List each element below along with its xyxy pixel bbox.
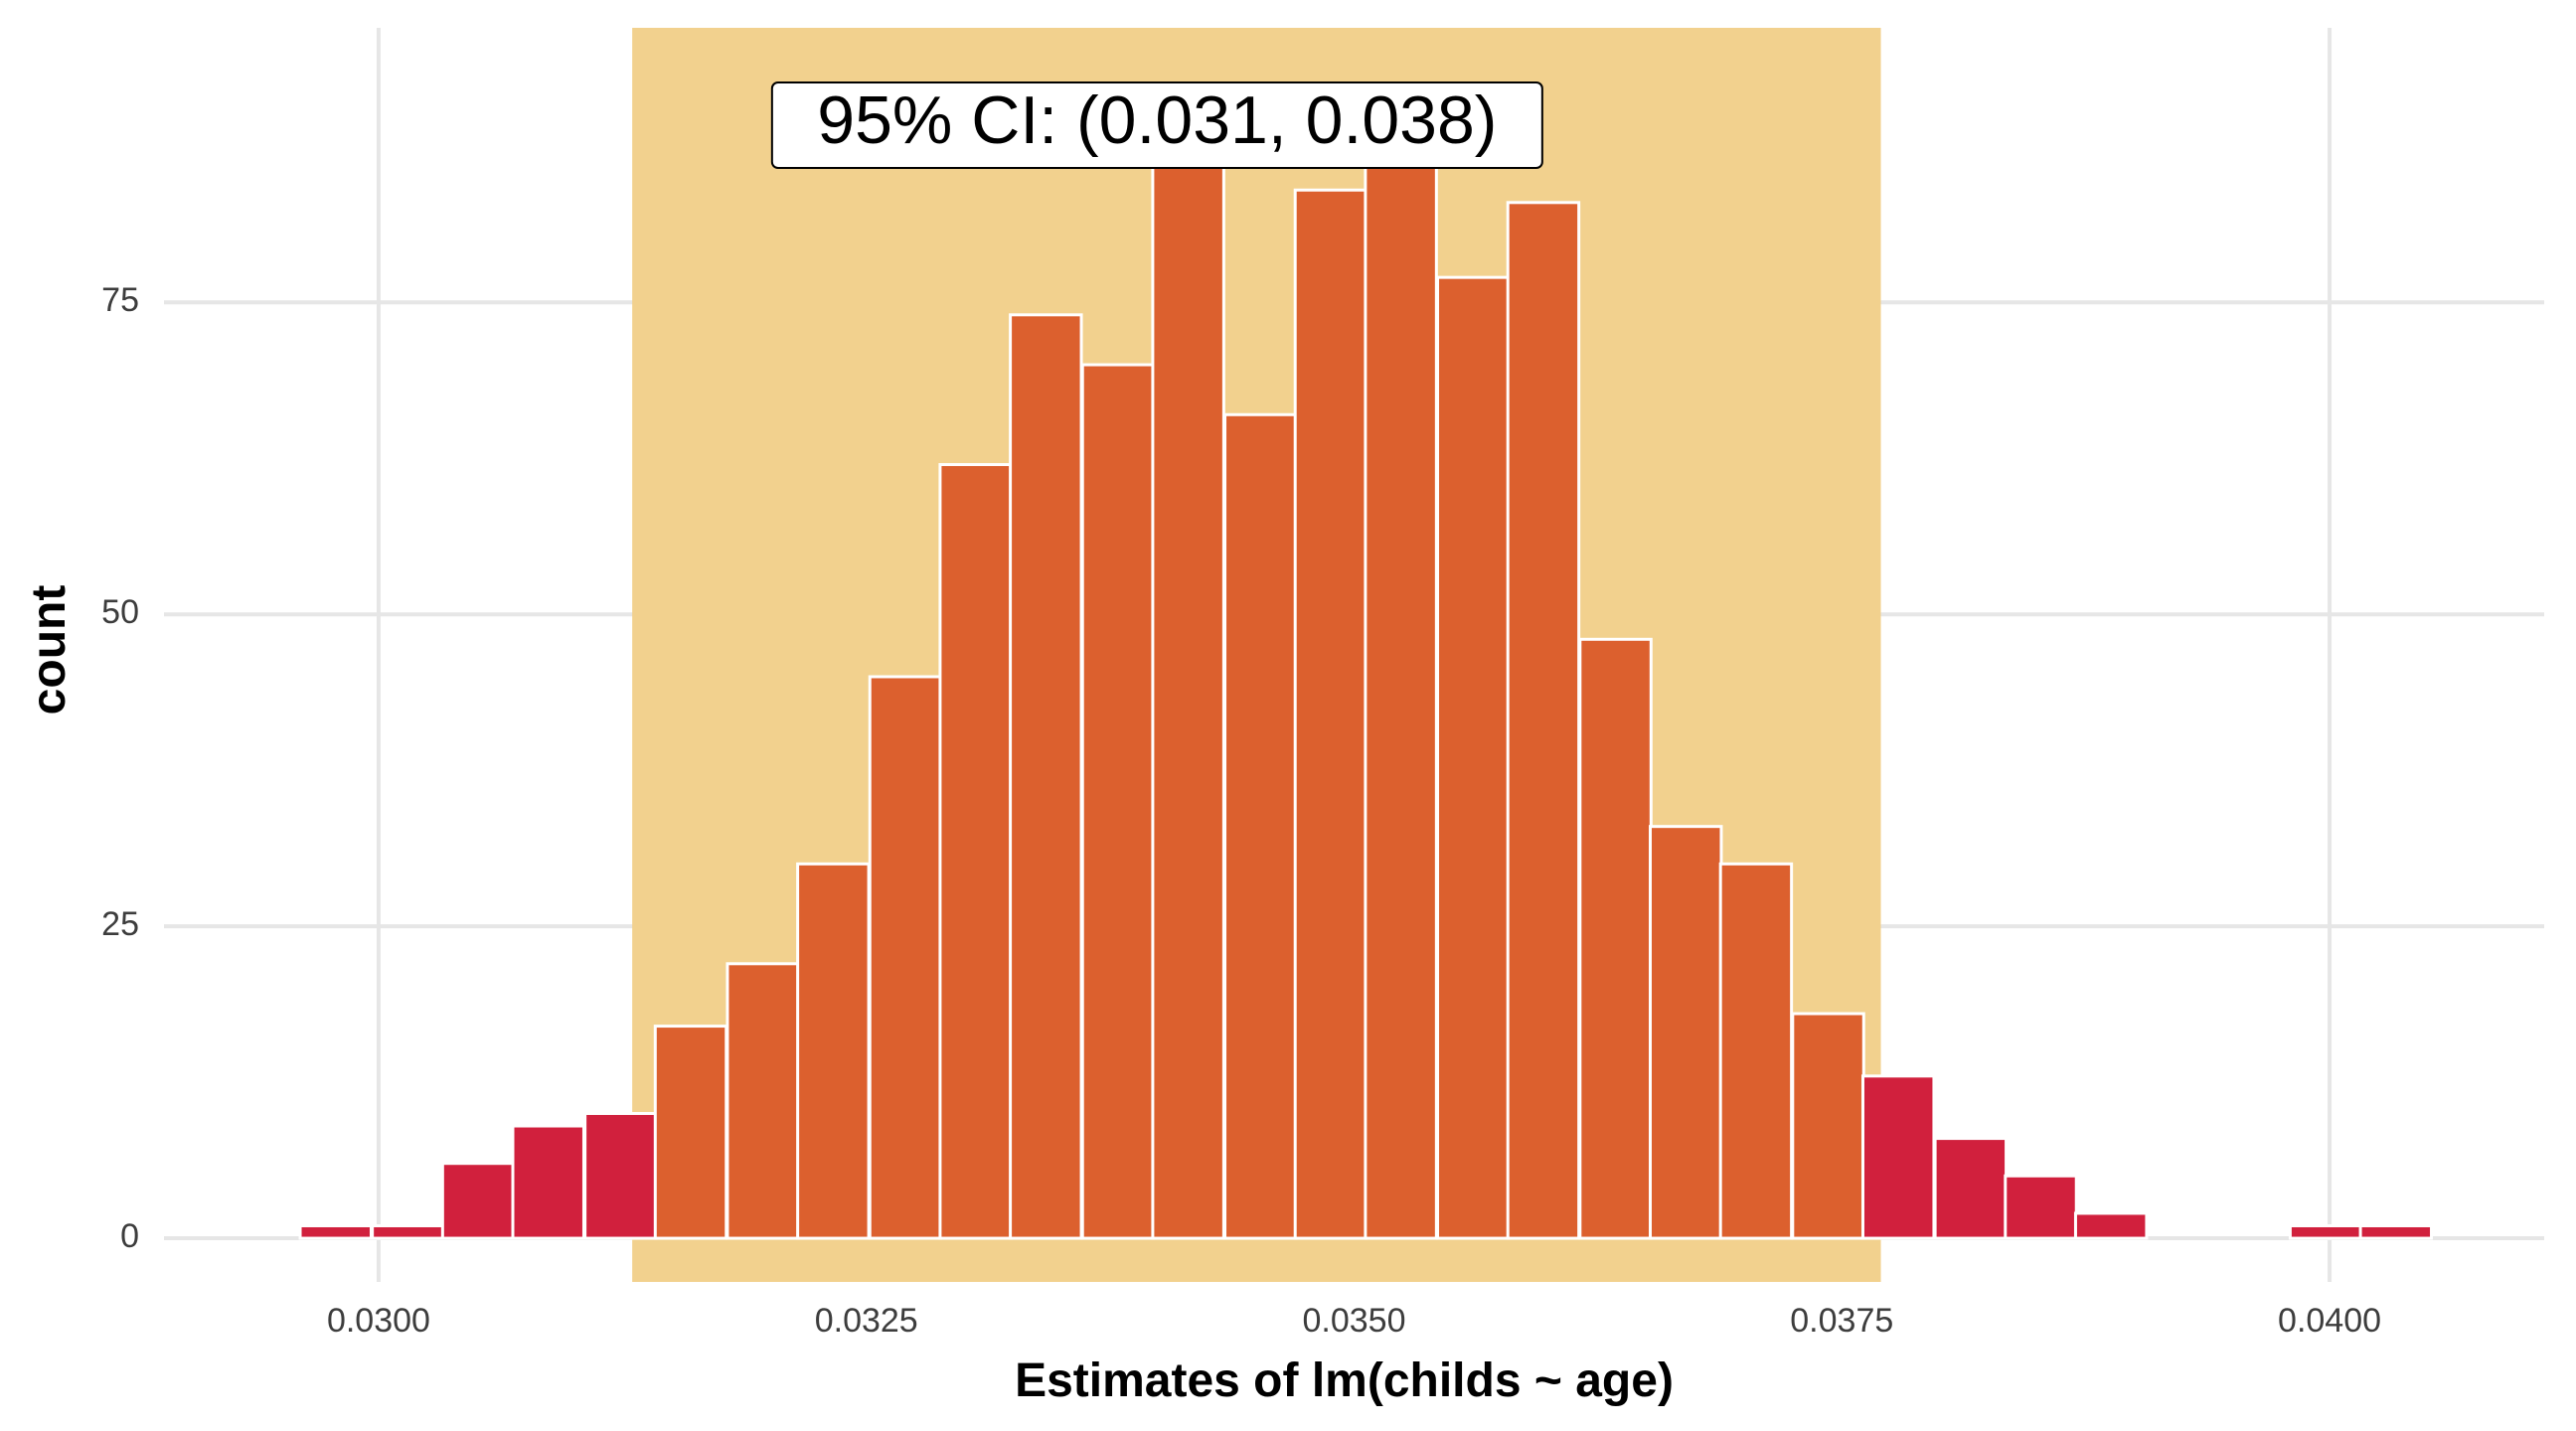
x-tick-label: 0.0400 xyxy=(2278,1302,2381,1340)
histogram-bar xyxy=(1649,825,1723,1240)
ci-label-text: 95% CI: (0.031, 0.038) xyxy=(817,82,1497,158)
histogram-bars xyxy=(298,113,2434,1240)
histogram-bar xyxy=(2073,1211,2149,1240)
histogram-bar xyxy=(1080,363,1156,1240)
histogram-bar xyxy=(1791,1012,1865,1240)
x-tick-label: 0.0375 xyxy=(1790,1302,1893,1340)
histogram-bar xyxy=(1933,1137,2009,1240)
histogram-bar xyxy=(2288,1223,2363,1240)
histogram-bar xyxy=(511,1124,585,1240)
histogram-bar xyxy=(1009,313,1083,1240)
histogram-bar xyxy=(298,1223,373,1240)
x-tick-label: 0.0350 xyxy=(1303,1302,1406,1340)
histogram-bar xyxy=(653,1025,728,1240)
histogram-bar xyxy=(1293,188,1368,1240)
ci-label: 95% CI: (0.031, 0.038) xyxy=(770,81,1543,169)
histogram-bar xyxy=(1860,1074,1936,1240)
x-tick-label: 0.0325 xyxy=(815,1302,918,1340)
histogram-bar xyxy=(583,1111,658,1240)
ci-label-box xyxy=(770,81,1543,169)
x-axis-ticks: 0.0300 0.0325 0.0350 0.0375 0.0400 xyxy=(327,1302,2381,1340)
histogram-bar xyxy=(2358,1223,2434,1240)
y-tick-label: 25 xyxy=(101,905,139,943)
y-tick-label: 75 xyxy=(101,281,139,319)
y-tick-label: 50 xyxy=(101,593,139,631)
y-axis-ticks: 0 25 50 75 xyxy=(101,281,139,1255)
y-axis-title: count xyxy=(23,585,76,716)
histogram-bar xyxy=(938,463,1013,1240)
histogram-bar xyxy=(1364,125,1438,1240)
histogram-bar xyxy=(1506,201,1581,1240)
histogram-bar xyxy=(1578,637,1653,1240)
x-tick-label: 0.0300 xyxy=(327,1302,430,1340)
histogram-bar xyxy=(796,862,871,1240)
y-tick-label: 0 xyxy=(120,1217,139,1255)
histogram-bar xyxy=(1151,113,1225,1240)
x-axis-title: Estimates of lm(childs ~ age) xyxy=(1015,1354,1674,1407)
histogram-bar xyxy=(1436,275,1511,1240)
histogram-bar xyxy=(2004,1174,2078,1240)
histogram-bar xyxy=(371,1223,445,1240)
histogram-bar xyxy=(1223,412,1298,1240)
histogram-bar xyxy=(440,1162,516,1240)
histogram-bar xyxy=(1718,862,1794,1240)
histogram-bar xyxy=(868,675,943,1240)
histogram-bar xyxy=(725,962,800,1240)
